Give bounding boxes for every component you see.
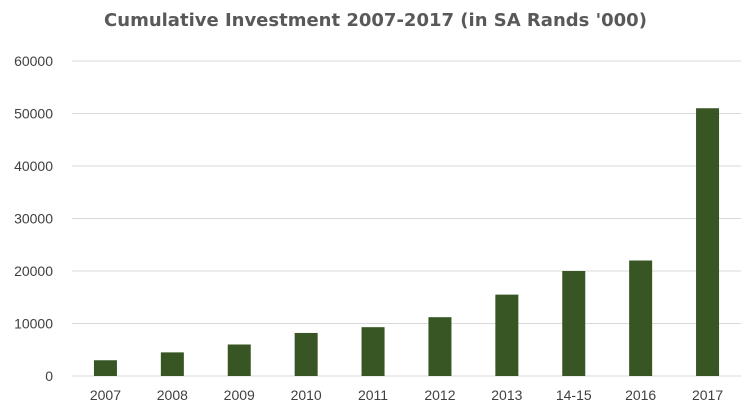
y-axis-ticks: 0 10000 20000 30000 40000 50000 60000	[14, 53, 53, 384]
bar-2012	[428, 317, 451, 376]
y-tick-label: 0	[45, 368, 53, 384]
y-tick-label: 20000	[14, 263, 53, 279]
x-tick-label: 2007	[90, 387, 121, 403]
x-tick-label: 2010	[291, 387, 322, 403]
y-tick-label: 40000	[14, 158, 53, 174]
bar-2017	[696, 108, 719, 376]
bar-2009	[228, 345, 251, 377]
y-tick-label: 10000	[14, 316, 53, 332]
y-tick-label: 60000	[14, 53, 53, 69]
bar-2011	[362, 327, 385, 376]
x-tick-label: 14-15	[556, 387, 592, 403]
x-tick-label: 2012	[424, 387, 455, 403]
bar-2007	[94, 360, 117, 376]
x-tick-label: 2016	[625, 387, 656, 403]
y-tick-label: 50000	[14, 106, 53, 122]
x-tick-label: 2009	[224, 387, 255, 403]
bar-2010	[295, 333, 318, 376]
x-tick-label: 2008	[157, 387, 188, 403]
bars	[94, 108, 719, 376]
x-tick-label: 2017	[692, 387, 723, 403]
bar-2016	[629, 261, 652, 377]
x-tick-label: 2011	[358, 387, 388, 403]
y-tick-label: 30000	[14, 211, 53, 227]
bar-14-15	[562, 271, 585, 376]
bar-2013	[495, 295, 518, 376]
bar-2008	[161, 352, 184, 376]
x-tick-label: 2013	[491, 387, 522, 403]
x-axis-ticks: 2007 2008 2009 2010 2011 2012 2013 14-15 2016 201…	[90, 387, 723, 403]
